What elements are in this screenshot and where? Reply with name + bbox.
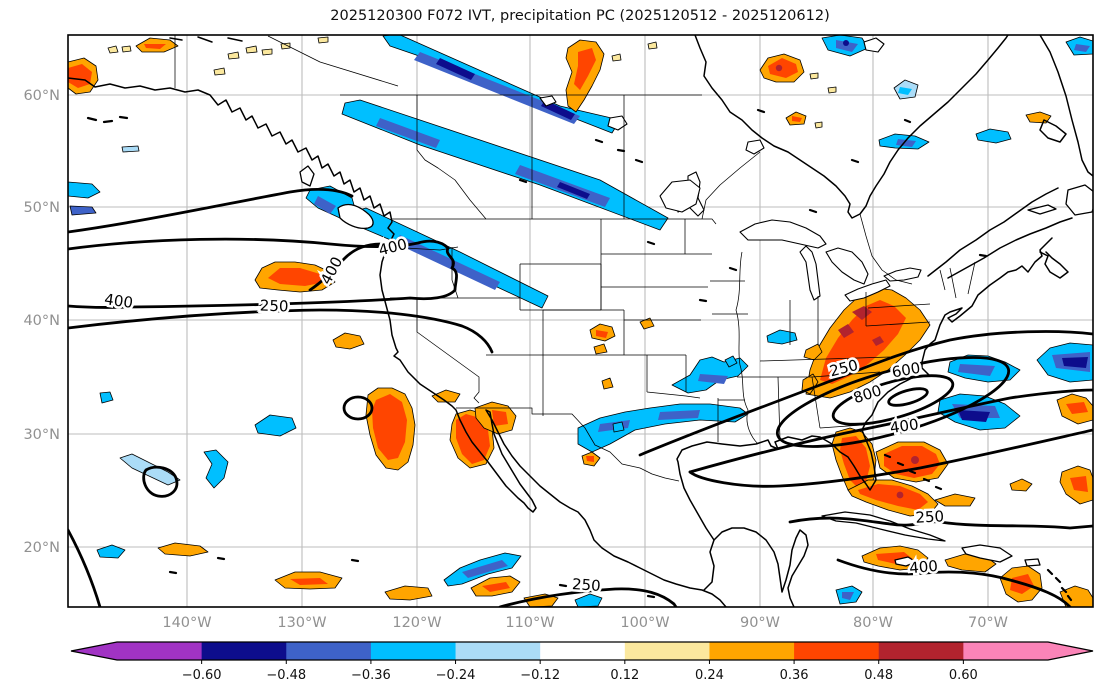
colorbar-tick-label: 0.12 [610, 668, 639, 683]
lon-tick-label: 100°W [620, 615, 669, 631]
colorbar-tick-label: 0.48 [864, 668, 893, 683]
contour-label: 250 [915, 507, 945, 526]
colorbar-tick-label: −0.36 [351, 668, 391, 683]
latitude-axis-labels: 60°N 50°N 40°N 30°N 20°N [23, 88, 60, 556]
colorbar-segment [286, 642, 372, 660]
lat-tick-label: 50°N [23, 200, 60, 216]
colorbar-tick-label: 0.24 [695, 668, 724, 683]
lon-tick-label: 70°W [968, 615, 1008, 631]
lat-tick-label: 40°N [23, 313, 60, 329]
coastlines [68, 35, 1093, 607]
lat-tick-label: 30°N [23, 427, 60, 443]
colorbar-tick-label: −0.24 [436, 668, 476, 683]
colorbar-right-arrow [1048, 642, 1093, 660]
lon-tick-label: 90°W [740, 615, 780, 631]
colorbar-tick-label: 0.60 [949, 668, 978, 683]
colorbar-tick-label: 0.36 [780, 668, 809, 683]
islands-and-lakes [86, 37, 1093, 602]
lon-tick-label: 140°W [162, 615, 211, 631]
colorbar-tick-label: −0.48 [266, 668, 306, 683]
map-frame [67, 34, 1094, 608]
lat-tick-label: 20°N [23, 540, 60, 556]
colorbar-segment [370, 642, 457, 660]
ivt-contours [68, 188, 1093, 607]
colorbar-segment [963, 642, 1049, 660]
lon-tick-label: 80°W [853, 615, 893, 631]
colorbar: −0.60 −0.48 −0.36 −0.24 −0.12 0.12 0.24 0.36 0.4… [70, 641, 1094, 683]
lon-tick-label: 120°W [392, 615, 441, 631]
colorbar-segment [709, 642, 795, 660]
contour-label: 250 [571, 575, 601, 595]
colorbar-segment [624, 642, 710, 660]
lat-tick-label: 60°N [23, 88, 60, 104]
lon-tick-label: 130°W [277, 615, 326, 631]
colorbar-segment [201, 642, 287, 660]
colorbar-segment [794, 642, 880, 660]
colorbar-left-arrow [71, 642, 117, 660]
longitude-axis-labels: 140°W 130°W 120°W 110°W 100°W 90°W 80°W 70°W [162, 615, 1008, 631]
colorbar-segment [540, 642, 626, 660]
colorbar-tick-label: −0.60 [182, 668, 222, 683]
contour-label: 400 [909, 557, 939, 577]
colorbar-outline [70, 641, 1094, 661]
lon-tick-label: 110°W [505, 615, 554, 631]
colorbar-tick-label: −0.12 [520, 668, 560, 683]
contour-label: 250 [260, 297, 289, 316]
colorbar-segment [455, 642, 541, 660]
colorbar-segment [117, 642, 203, 660]
colorbar-segment [878, 642, 964, 660]
figure-title: 2025120300 F072 IVT, precipitation PC (2… [330, 8, 829, 24]
